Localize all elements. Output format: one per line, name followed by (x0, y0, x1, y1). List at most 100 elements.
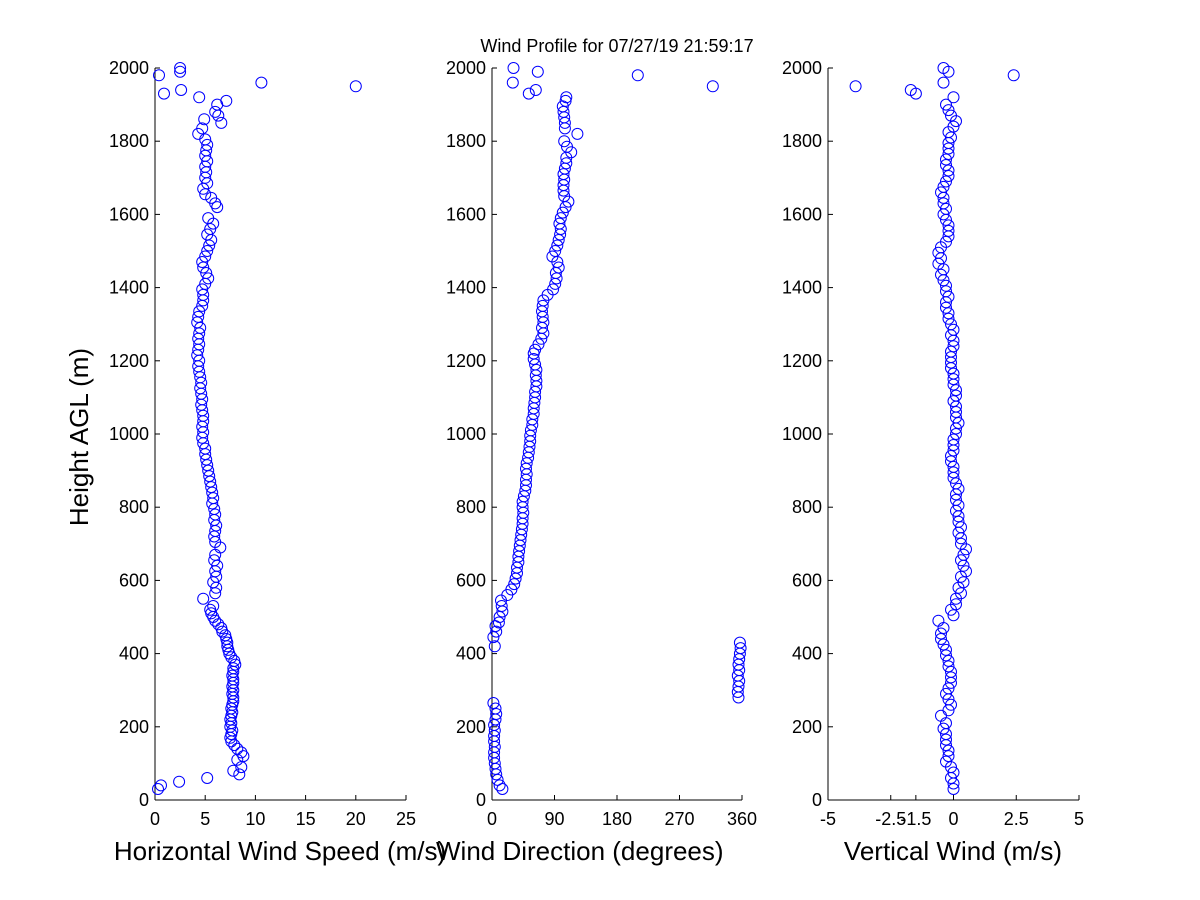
data-point (945, 698, 957, 711)
data-point (547, 283, 560, 296)
data-point (175, 84, 188, 96)
data-point (945, 109, 957, 122)
y-tick-label: 0 (812, 790, 822, 810)
data-point (207, 600, 220, 612)
data-point (205, 191, 218, 204)
data-point (734, 642, 747, 655)
data-point (553, 217, 566, 230)
data-point (950, 477, 962, 490)
data-point (947, 373, 960, 386)
data-point (532, 338, 545, 351)
data-point (942, 142, 955, 155)
data-point (947, 323, 960, 336)
data-point (942, 660, 955, 673)
data-point (945, 665, 957, 678)
y-axis-label: Height AGL (m) (64, 348, 94, 526)
data-point (952, 499, 965, 512)
data-point (733, 636, 746, 649)
y-tick-label: 0 (139, 790, 149, 810)
y-tick-label: 1600 (446, 204, 486, 224)
data-point (560, 91, 573, 104)
data-point (955, 537, 967, 550)
data-point (937, 197, 950, 210)
data-point (937, 638, 950, 651)
data-point (631, 69, 644, 82)
x-tick-label: -2.5 (875, 809, 906, 829)
data-point (706, 80, 719, 93)
data-point (947, 91, 960, 104)
data-point (947, 395, 960, 408)
x-tick-label: 5 (1074, 809, 1084, 829)
y-tick-label: 200 (456, 717, 486, 737)
panel-wind-direction: 0 200 400 600 800 1000 1200 1400 1600 1800 2000 0 90… (436, 58, 757, 866)
data-point (955, 554, 967, 567)
data-point (940, 733, 952, 746)
data-point (945, 318, 957, 331)
data-point (552, 261, 565, 274)
data-point (219, 629, 232, 642)
y-tick-label: 1800 (109, 131, 149, 151)
data-point (215, 622, 228, 634)
data-point (947, 340, 960, 353)
x-tick-label: 270 (664, 809, 694, 829)
data-point (506, 76, 519, 89)
y-tick-label: 2000 (782, 58, 822, 78)
y-tick-label: 1000 (446, 424, 486, 444)
data-point (490, 625, 503, 638)
data-point (947, 766, 960, 779)
data-point (942, 312, 955, 325)
data-point (940, 755, 952, 768)
x-tick-label: 90 (544, 809, 564, 829)
data-point (950, 389, 962, 402)
x-tick-label: 5 (200, 809, 210, 829)
y-tick-label: 800 (456, 497, 486, 517)
y-tick-label: 0 (476, 790, 486, 810)
data-point (231, 742, 244, 755)
data-point (208, 554, 221, 567)
data-point (942, 164, 955, 177)
data-point (935, 633, 947, 645)
y-tick-label: 1400 (109, 278, 149, 298)
data-point (940, 175, 952, 188)
y-tick-label: 1600 (782, 204, 822, 224)
data-point (202, 272, 215, 285)
data-point (932, 246, 945, 259)
panel-vertical-wind: 0 200 400 600 800 1000 1200 1400 1600 1800 2000 -5 -… (782, 58, 1084, 866)
data-point (940, 159, 952, 171)
data-point (947, 609, 960, 622)
y-tick-label: 600 (456, 570, 486, 590)
data-point (193, 91, 206, 104)
data-point (201, 138, 214, 151)
data-point (220, 94, 233, 107)
data-point (947, 433, 960, 446)
data-point (152, 783, 164, 795)
data-point (571, 127, 584, 140)
data-point (488, 640, 501, 653)
x-axis-label: Vertical Wind (m/s) (844, 836, 1062, 866)
data-point (505, 583, 518, 596)
x-tick-label: 180 (602, 809, 632, 829)
data-point (950, 598, 962, 611)
data-point (940, 643, 952, 656)
data-point (935, 268, 947, 281)
data-point (932, 614, 945, 627)
data-point (199, 442, 212, 455)
data-point (233, 768, 246, 781)
x-tick-label: 360 (727, 809, 757, 829)
data-point (560, 157, 573, 170)
data-point (255, 76, 268, 89)
x-tick-label: 0 (948, 809, 958, 829)
data-point (155, 779, 167, 792)
y-tick-label: 1600 (109, 204, 149, 224)
data-point (201, 228, 214, 241)
data-point (947, 120, 960, 133)
data-point (937, 76, 950, 89)
x-tick-label: -5 (820, 809, 836, 829)
data-point (174, 62, 187, 74)
data-point (950, 384, 962, 397)
data-point (197, 592, 210, 605)
data-point (957, 548, 970, 561)
data-point (947, 367, 960, 380)
data-point (942, 744, 955, 757)
